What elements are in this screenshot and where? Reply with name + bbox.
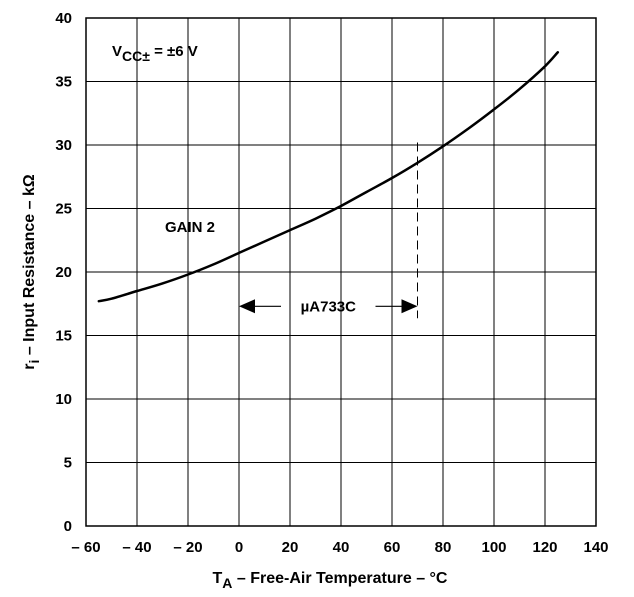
y-tick-label: 25 — [55, 201, 72, 218]
x-tick-labels: – 60 – 40 – 20 0 20 40 60 80 100 120 140 — [71, 539, 608, 556]
plot-frame — [85, 17, 597, 527]
y-tick-label: 10 — [55, 391, 72, 408]
range-marker — [239, 142, 418, 319]
x-tick-label: 0 — [235, 539, 243, 556]
series-line-gain-2 — [97, 51, 560, 303]
x-axis-title: TA – Free-Air Temperature – °C — [213, 570, 448, 591]
x-tick-label: 20 — [282, 539, 299, 556]
x-tick-label: 100 — [481, 539, 506, 556]
condition-annotation: VCC± = ±6 V — [112, 43, 198, 64]
x-tick-label: 80 — [435, 539, 452, 556]
y-tick-label: 30 — [55, 137, 72, 154]
range-arrow-left — [239, 299, 255, 314]
grid — [86, 18, 596, 526]
x-tick-label: 60 — [384, 539, 401, 556]
y-tick-label: 15 — [55, 328, 72, 345]
plot-border — [85, 17, 597, 527]
x-tick-label: – 40 — [122, 539, 151, 556]
x-tick-label: – 60 — [71, 539, 100, 556]
x-tick-label: 40 — [333, 539, 350, 556]
y-tick-labels: 0 5 10 15 20 25 30 35 40 — [55, 10, 72, 535]
series-label-gain-2: GAIN 2 — [165, 219, 215, 236]
y-tick-label: 20 — [55, 264, 72, 281]
x-tick-label: 120 — [532, 539, 557, 556]
range-arrow-right — [401, 299, 418, 314]
y-tick-label: 0 — [64, 518, 72, 535]
y-tick-label: 40 — [55, 10, 72, 27]
y-tick-label: 5 — [64, 455, 72, 472]
range-label: µA733C — [301, 298, 357, 315]
x-tick-label: 140 — [583, 539, 608, 556]
series-gain-2 — [97, 51, 560, 303]
x-tick-label: – 20 — [173, 539, 202, 556]
y-axis-title: ri – Input Resistance – kΩ — [21, 174, 42, 370]
y-tick-label: 35 — [55, 74, 72, 91]
